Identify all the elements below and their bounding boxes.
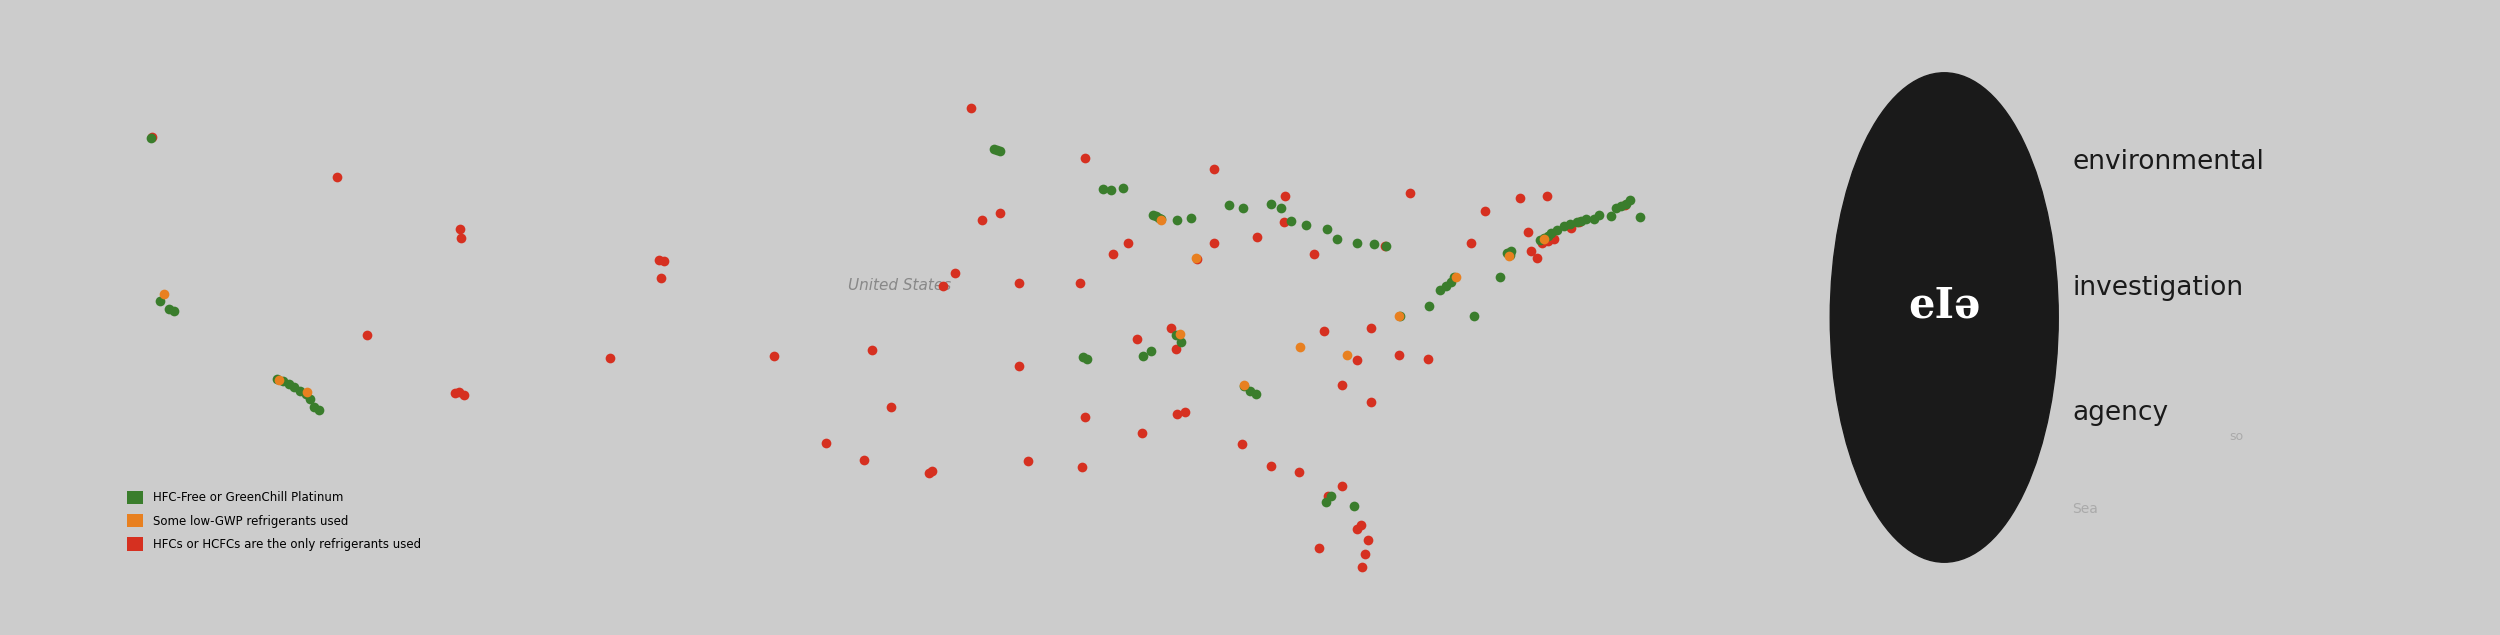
Text: environmental: environmental [2072, 149, 2265, 175]
Text: investigation: investigation [2072, 275, 2242, 300]
Text: so: so [2230, 431, 2242, 443]
Text: eIə: eIə [1908, 284, 1980, 326]
Ellipse shape [1830, 73, 2058, 562]
Text: Sea: Sea [2072, 502, 2098, 516]
Legend: HFC-Free or GreenChill Platinum, Some low-GWP refrigerants used, HFCs or HCFCs a: HFC-Free or GreenChill Platinum, Some lo… [115, 479, 432, 563]
Text: United States: United States [848, 278, 953, 293]
Text: agency: agency [2072, 400, 2168, 426]
